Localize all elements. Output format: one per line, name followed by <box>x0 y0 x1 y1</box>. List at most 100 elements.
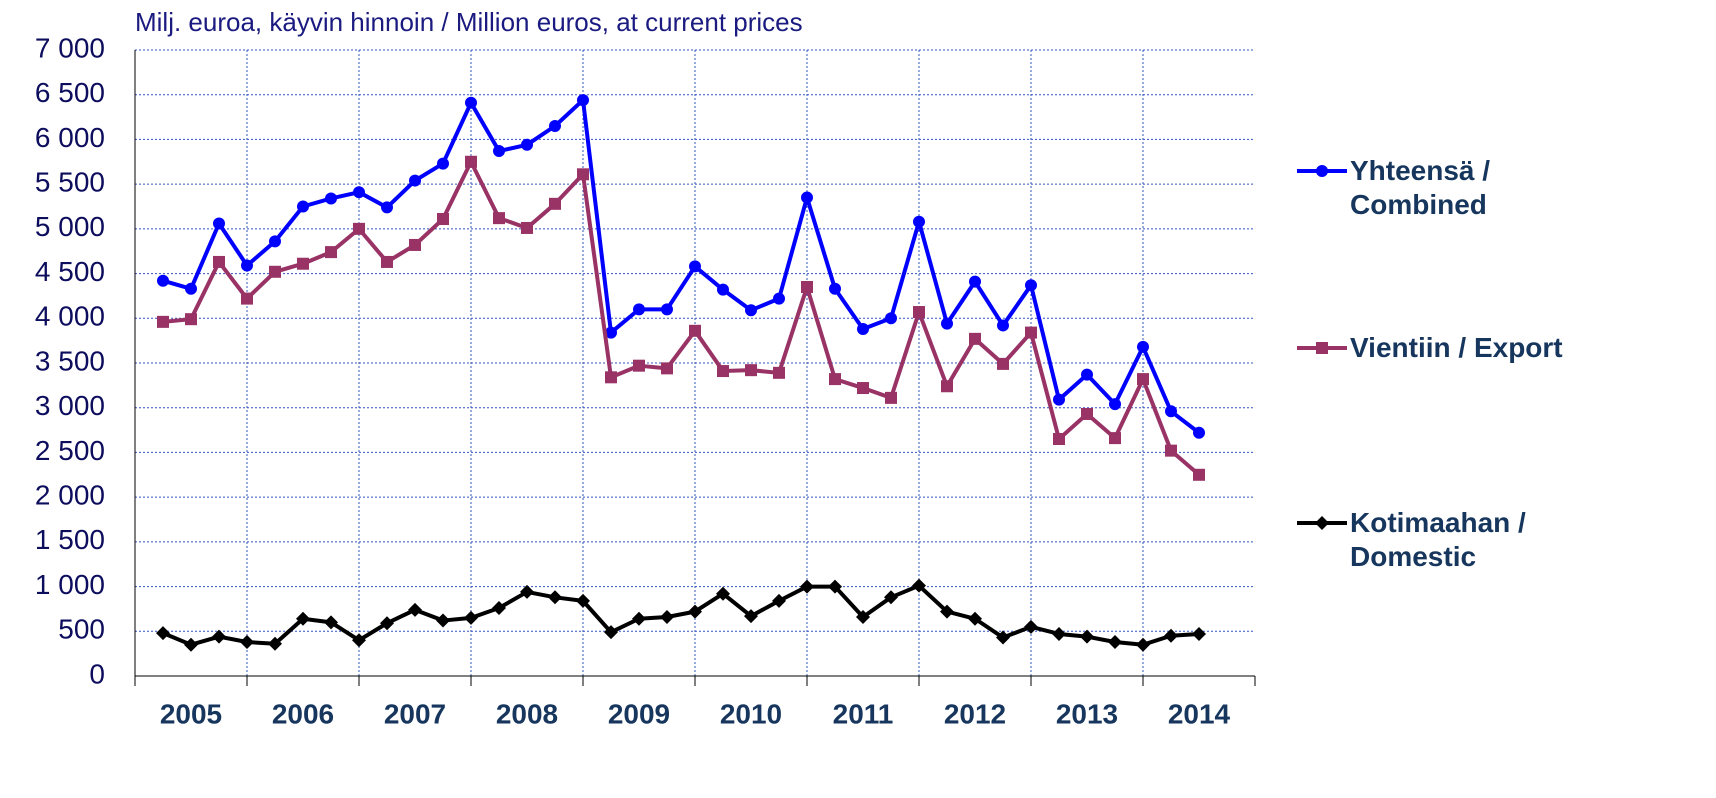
x-tick-label: 2005 <box>160 698 222 729</box>
point <box>941 380 953 393</box>
point <box>241 292 253 305</box>
point <box>576 593 590 608</box>
y-tick-label: 1 000 <box>35 569 105 600</box>
point <box>213 217 225 230</box>
point <box>521 138 533 151</box>
chart-title: Milj. euroa, käyvin hinnoin / Million eu… <box>135 7 803 37</box>
point <box>1192 626 1206 641</box>
point <box>605 326 617 339</box>
point <box>185 282 197 295</box>
y-tick-label: 1 500 <box>35 524 105 555</box>
point <box>745 364 757 377</box>
legend-marker <box>1316 165 1328 177</box>
point <box>913 215 925 228</box>
x-tick-label: 2012 <box>944 698 1006 729</box>
y-tick-label: 5 000 <box>35 211 105 242</box>
point <box>716 586 730 601</box>
point <box>968 611 982 626</box>
legend-label: Vientiin / Export <box>1350 332 1563 363</box>
point <box>717 283 729 296</box>
point <box>997 357 1009 370</box>
point <box>773 292 785 305</box>
point <box>689 324 701 337</box>
point <box>297 257 309 270</box>
point <box>744 609 758 624</box>
y-tick-label: 0 <box>89 658 105 689</box>
point <box>184 637 198 652</box>
point <box>409 174 421 187</box>
y-tick-label: 4 000 <box>35 301 105 332</box>
point <box>185 313 197 326</box>
point <box>324 615 338 630</box>
x-tick-label: 2011 <box>833 698 894 729</box>
point <box>745 304 757 317</box>
point <box>521 221 533 234</box>
point <box>969 332 981 345</box>
point <box>325 192 337 205</box>
point <box>997 319 1009 332</box>
point <box>381 255 393 268</box>
x-tick-label: 2006 <box>272 698 334 729</box>
point <box>1081 407 1093 420</box>
point <box>773 366 785 379</box>
point <box>772 593 786 608</box>
point <box>157 315 169 328</box>
point <box>493 145 505 158</box>
point <box>857 382 869 395</box>
point <box>437 157 449 170</box>
series-line <box>162 583 1200 647</box>
point <box>1193 468 1205 481</box>
point <box>1080 629 1094 644</box>
point <box>996 630 1010 645</box>
point <box>633 359 645 372</box>
point <box>688 604 702 619</box>
point <box>1052 626 1066 641</box>
point <box>269 265 281 278</box>
y-tick-label: 6 000 <box>35 122 105 153</box>
point <box>296 611 310 626</box>
point <box>409 238 421 251</box>
point <box>856 609 870 624</box>
point <box>1165 405 1177 418</box>
point <box>1137 373 1149 386</box>
point <box>969 275 981 288</box>
point <box>548 590 562 605</box>
point <box>1136 637 1150 652</box>
point <box>1053 433 1065 446</box>
point <box>828 579 842 594</box>
point <box>213 255 225 268</box>
x-tick-label: 2013 <box>1056 698 1118 729</box>
point <box>1165 444 1177 457</box>
point <box>381 201 393 214</box>
point <box>885 312 897 325</box>
point <box>1025 326 1037 339</box>
point <box>912 578 926 593</box>
point <box>212 629 226 644</box>
point <box>1164 628 1178 643</box>
y-tick-label: 5 500 <box>35 167 105 198</box>
y-tick-label: 2 000 <box>35 480 105 511</box>
y-tick-label: 7 000 <box>35 32 105 63</box>
y-tick-label: 4 500 <box>35 256 105 287</box>
point <box>269 235 281 248</box>
point <box>520 584 534 599</box>
point <box>464 610 478 625</box>
y-tick-label: 3 500 <box>35 345 105 376</box>
y-tick-label: 3 000 <box>35 390 105 421</box>
point <box>800 579 814 594</box>
y-tick-label: 500 <box>58 614 105 645</box>
x-tick-label: 2008 <box>496 698 558 729</box>
y-tick-label: 6 500 <box>35 77 105 108</box>
point <box>577 168 589 181</box>
point <box>437 213 449 226</box>
point <box>408 602 422 617</box>
legend-label: Kotimaahan / Domestic <box>1350 507 1526 572</box>
point <box>157 274 169 287</box>
x-tick-label: 2010 <box>720 698 782 729</box>
point <box>1081 368 1093 381</box>
point <box>605 371 617 384</box>
legend-marker <box>1316 342 1328 354</box>
point <box>156 626 170 641</box>
point <box>632 611 646 626</box>
